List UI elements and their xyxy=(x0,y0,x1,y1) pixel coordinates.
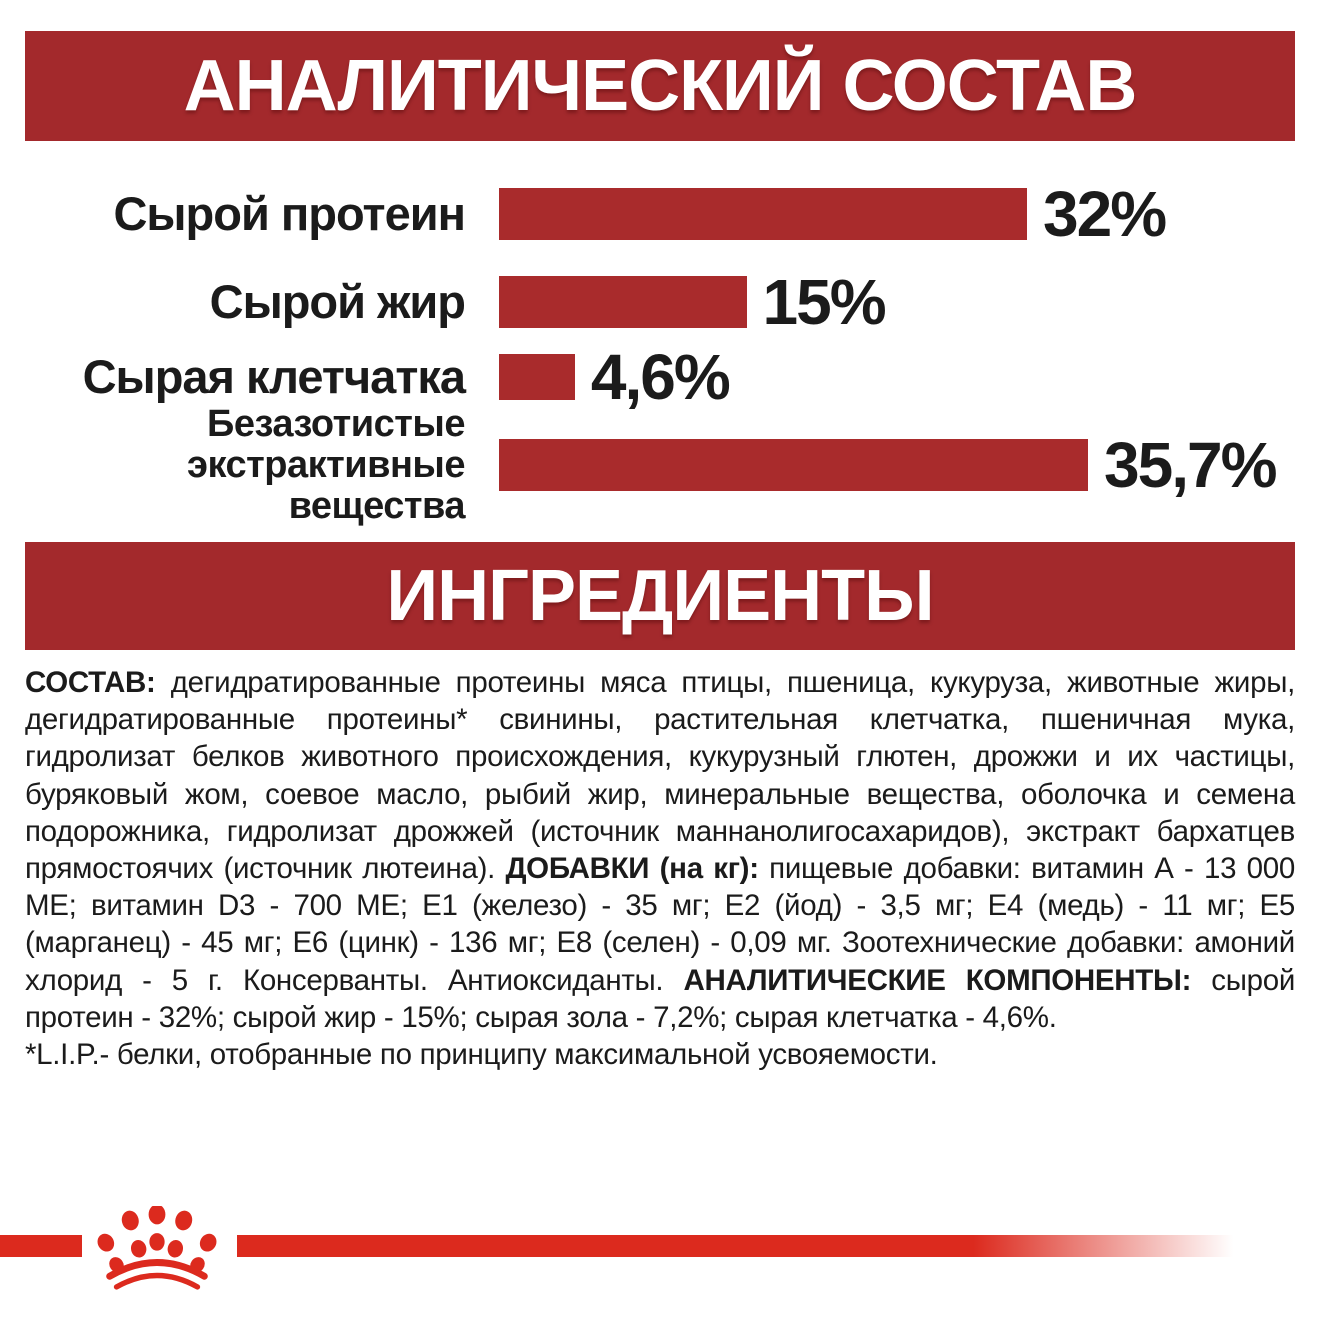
chart-row-crude-protein: Сырой протеин 32% xyxy=(25,178,1295,250)
lip-footnote: *L.I.P.- белки, отобранные по принципу м… xyxy=(25,1038,938,1072)
bar-crude-protein xyxy=(499,188,1027,240)
footer-stripe-left xyxy=(0,1235,82,1257)
analytical-composition-banner: АНАЛИТИЧЕСКИЙ СОСТАВ xyxy=(25,31,1295,141)
chart-row-crude-fiber: Сырая клетчатка 4,6% xyxy=(25,341,1295,413)
ingredients-text: СОСТАВ: дегидратированные протеины мяса … xyxy=(25,664,1295,1073)
bar-label: Сырая клетчатка xyxy=(82,350,466,404)
footer-stripe-right xyxy=(237,1235,1320,1257)
analytical-composition-title: АНАЛИТИЧЕСКИЙ СОСТАВ xyxy=(183,46,1138,126)
ingredients-banner: ИНГРЕДИЕНТЫ xyxy=(25,542,1295,650)
bar-value: 32% xyxy=(1043,178,1167,250)
bar-nitrogen-free-extract xyxy=(499,439,1089,491)
bar-crude-fiber xyxy=(499,354,575,400)
bar-label: Сырой протеин xyxy=(113,187,466,241)
bar-value: 4,6% xyxy=(590,341,731,413)
composition-paragraph: СОСТАВ: дегидратированные протеины мяса … xyxy=(25,666,1295,1034)
bar-value: 35,7% xyxy=(1104,429,1277,501)
bar-crude-fat xyxy=(499,276,747,328)
bar-value: 15% xyxy=(762,266,887,338)
bar-label: Безазотистые экстрактивные вещества xyxy=(187,402,465,527)
royal-canin-crown-icon xyxy=(97,1206,217,1290)
chart-row-nitrogen-free-extract: Безазотистые экстрактивные вещества 35,7… xyxy=(25,403,1295,526)
chart-row-crude-fat: Сырой жир 15% xyxy=(25,266,1295,338)
ingredients-title: ИНГРЕДИЕНТЫ xyxy=(386,556,934,636)
bar-label: Сырой жир xyxy=(209,275,466,329)
